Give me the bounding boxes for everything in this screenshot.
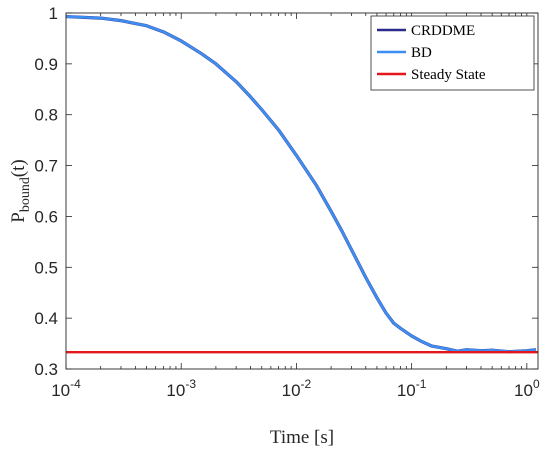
x-axis-label: Time [s]	[270, 427, 334, 448]
y-tick-label: 0.7	[34, 157, 58, 176]
x-tick-label: 10-4	[51, 377, 81, 400]
y-tick-label: 0.6	[34, 207, 58, 226]
y-tick-label: 1	[49, 4, 58, 23]
x-tick-label-base: 10	[51, 381, 70, 400]
axes-layer	[65, 12, 539, 370]
x-tick-label: 100	[514, 377, 540, 400]
y-axis-label: Pbound(t)	[8, 159, 33, 223]
series-layer	[65, 14, 538, 354]
x-tick-label-exponent: 0	[533, 377, 540, 391]
legend-label-steady-state: Steady State	[411, 67, 486, 83]
x-tick-label-base: 10	[397, 381, 416, 400]
y-ticks: 0.3 0.4 0.5 0.6 0.7 0.8 0.9 1	[34, 4, 538, 379]
x-tick-label-base: 10	[282, 381, 301, 400]
legend-label-bd: BD	[411, 45, 432, 61]
y-tick-label: 0.5	[34, 258, 58, 277]
x-tick-label: 10-1	[397, 377, 427, 400]
x-tick-label-exponent: -4	[70, 377, 81, 391]
series-line-bd	[65, 15, 537, 354]
x-ticks: 10-4 10-3 10-2 10-1 100	[51, 13, 540, 400]
legend: CRDDME BD Steady State	[370, 15, 535, 91]
legend-label-crddme: CRDDME	[411, 23, 475, 39]
axes-box	[65, 12, 539, 370]
x-tick-label-base: 10	[514, 381, 533, 400]
x-tick-label: 10-3	[166, 377, 196, 400]
y-axis-label-subscript: bound	[18, 177, 33, 212]
x-tick-label-exponent: -2	[301, 377, 312, 391]
x-tick-label-base: 10	[166, 381, 185, 400]
x-tick-label-exponent: -1	[416, 377, 427, 391]
y-axis-label-suffix: (t)	[8, 159, 29, 177]
y-tick-label: 0.4	[34, 309, 58, 328]
y-tick-label: 0.8	[34, 106, 58, 125]
x-tick-label-exponent: -3	[185, 377, 196, 391]
y-tick-label: 0.3	[34, 360, 58, 379]
y-tick-label: 0.9	[34, 55, 58, 74]
x-tick-label: 10-2	[282, 377, 312, 400]
y-axis-label-main: P	[8, 212, 29, 223]
svg-text:Pbound(t): Pbound(t)	[8, 159, 33, 223]
